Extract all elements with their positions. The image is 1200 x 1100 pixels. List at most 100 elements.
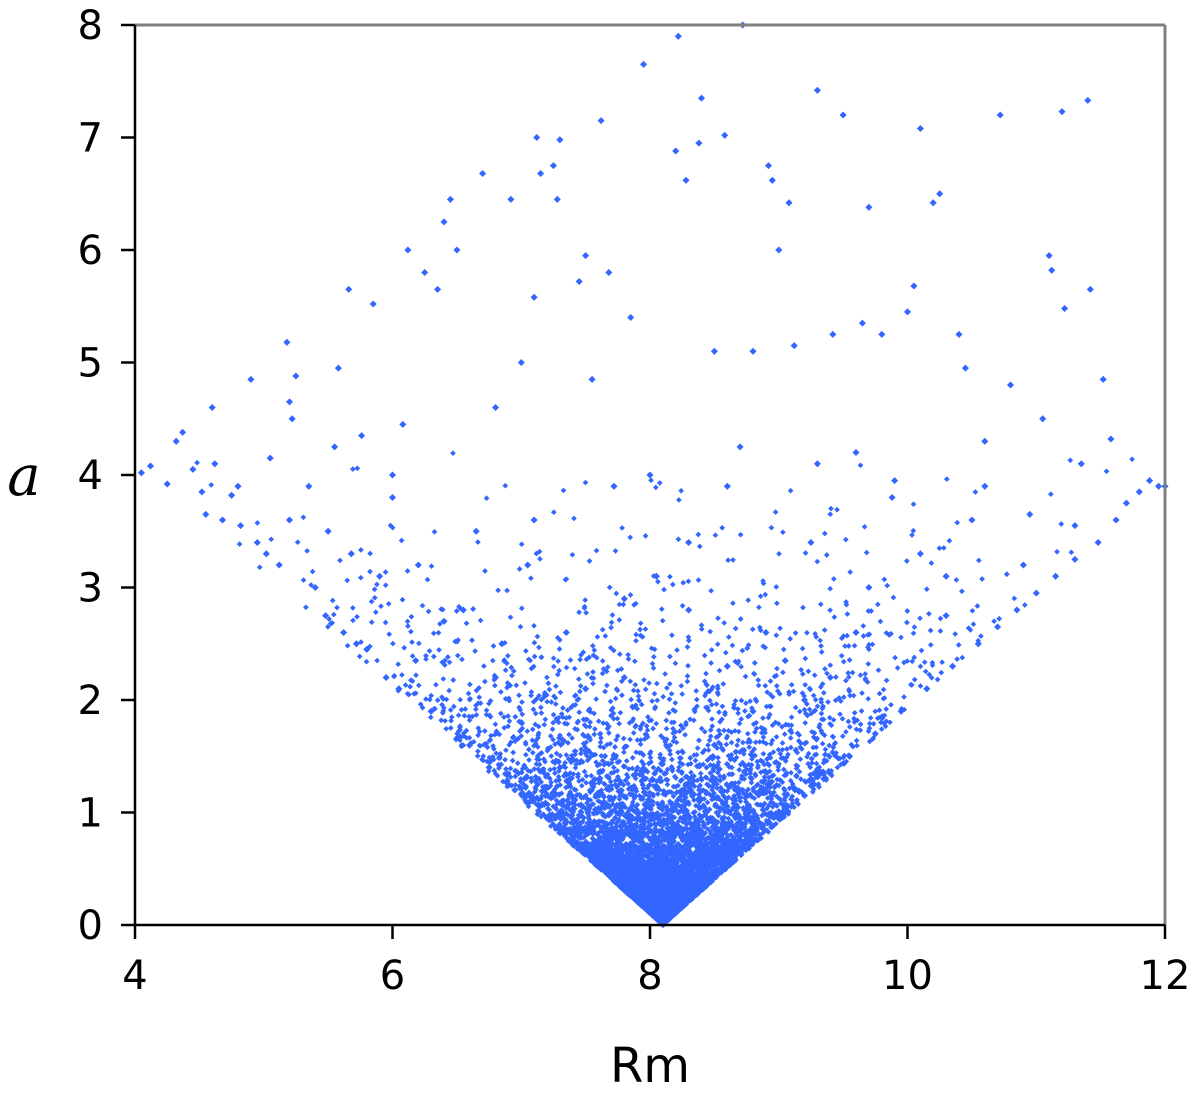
data-point bbox=[830, 576, 837, 582]
data-point bbox=[563, 664, 570, 671]
data-point bbox=[787, 735, 794, 741]
data-point bbox=[728, 739, 735, 746]
data-point bbox=[824, 670, 830, 677]
data-point bbox=[627, 736, 633, 743]
data-point bbox=[826, 742, 833, 749]
data-point bbox=[428, 563, 435, 570]
data-point bbox=[475, 748, 481, 755]
data-point bbox=[642, 533, 649, 539]
data-point bbox=[256, 564, 263, 571]
data-point bbox=[488, 732, 494, 739]
data-point bbox=[694, 745, 701, 751]
data-point bbox=[430, 653, 437, 660]
data-point bbox=[436, 647, 442, 653]
data-point bbox=[842, 536, 849, 543]
data-point bbox=[708, 587, 714, 594]
data-point bbox=[679, 691, 686, 697]
data-point bbox=[474, 753, 481, 759]
data-point bbox=[435, 629, 442, 636]
data-point bbox=[664, 685, 670, 691]
data-point bbox=[357, 574, 364, 581]
data-point bbox=[519, 699, 525, 705]
data-point bbox=[725, 634, 732, 640]
data-point bbox=[632, 681, 639, 688]
data-point bbox=[869, 641, 876, 648]
data-point bbox=[309, 568, 316, 575]
data-point bbox=[698, 622, 705, 629]
data-point bbox=[454, 652, 461, 659]
data-point bbox=[742, 673, 749, 680]
data-point bbox=[715, 615, 721, 622]
data-point bbox=[839, 715, 846, 722]
data-point bbox=[630, 730, 637, 736]
data-point bbox=[792, 630, 799, 636]
data-point bbox=[523, 751, 529, 758]
data-point bbox=[489, 753, 496, 760]
data-point bbox=[672, 700, 679, 706]
data-point bbox=[666, 696, 673, 703]
data-point bbox=[802, 720, 809, 726]
data-point bbox=[756, 739, 763, 745]
data-point bbox=[583, 609, 589, 616]
data-point bbox=[633, 637, 639, 644]
data-point bbox=[866, 738, 873, 745]
data-point bbox=[653, 680, 660, 687]
data-point bbox=[507, 614, 514, 621]
data-point bbox=[634, 737, 641, 743]
data-points bbox=[137, 21, 1169, 928]
data-point bbox=[629, 754, 636, 761]
data-point bbox=[439, 710, 446, 716]
data-point bbox=[729, 642, 736, 649]
data-point bbox=[979, 576, 985, 582]
data-point bbox=[550, 736, 556, 743]
data-point bbox=[696, 543, 703, 550]
data-point bbox=[820, 689, 827, 696]
data-point bbox=[607, 698, 614, 705]
data-point bbox=[576, 609, 582, 616]
data-point bbox=[329, 597, 336, 604]
data-point bbox=[505, 652, 511, 659]
data-point bbox=[448, 717, 454, 724]
data-point bbox=[635, 688, 641, 694]
data-point bbox=[633, 631, 639, 638]
data-point bbox=[831, 614, 838, 620]
data-point bbox=[934, 676, 941, 683]
data-point bbox=[446, 687, 452, 694]
data-point bbox=[845, 670, 852, 676]
data-point bbox=[910, 630, 917, 637]
data-point bbox=[652, 484, 659, 491]
data-point bbox=[857, 721, 864, 728]
data-point bbox=[837, 711, 843, 718]
data-point bbox=[431, 528, 438, 535]
data-point bbox=[623, 758, 630, 764]
data-point bbox=[589, 642, 596, 649]
data-point bbox=[602, 688, 608, 695]
data-point bbox=[975, 557, 982, 564]
data-point bbox=[850, 692, 857, 699]
data-point bbox=[780, 529, 786, 536]
data-point bbox=[762, 591, 769, 598]
data-point bbox=[516, 692, 522, 699]
data-point bbox=[571, 515, 577, 522]
data-point bbox=[684, 678, 691, 685]
data-point bbox=[492, 682, 498, 689]
data-point bbox=[669, 756, 675, 763]
data-point bbox=[904, 608, 911, 614]
data-point bbox=[684, 644, 691, 650]
data-point bbox=[637, 626, 643, 633]
data-point bbox=[349, 466, 356, 472]
data-point bbox=[1021, 602, 1028, 608]
data-point bbox=[854, 742, 860, 749]
data-point bbox=[581, 768, 588, 775]
data-point bbox=[531, 639, 538, 646]
data-point bbox=[788, 722, 795, 729]
data-point bbox=[802, 681, 809, 688]
data-point bbox=[799, 645, 806, 652]
data-point bbox=[802, 550, 809, 556]
data-point bbox=[516, 566, 523, 572]
data-point bbox=[991, 618, 997, 625]
data-point bbox=[799, 671, 806, 677]
data-point bbox=[921, 659, 928, 666]
data-point bbox=[825, 699, 831, 705]
